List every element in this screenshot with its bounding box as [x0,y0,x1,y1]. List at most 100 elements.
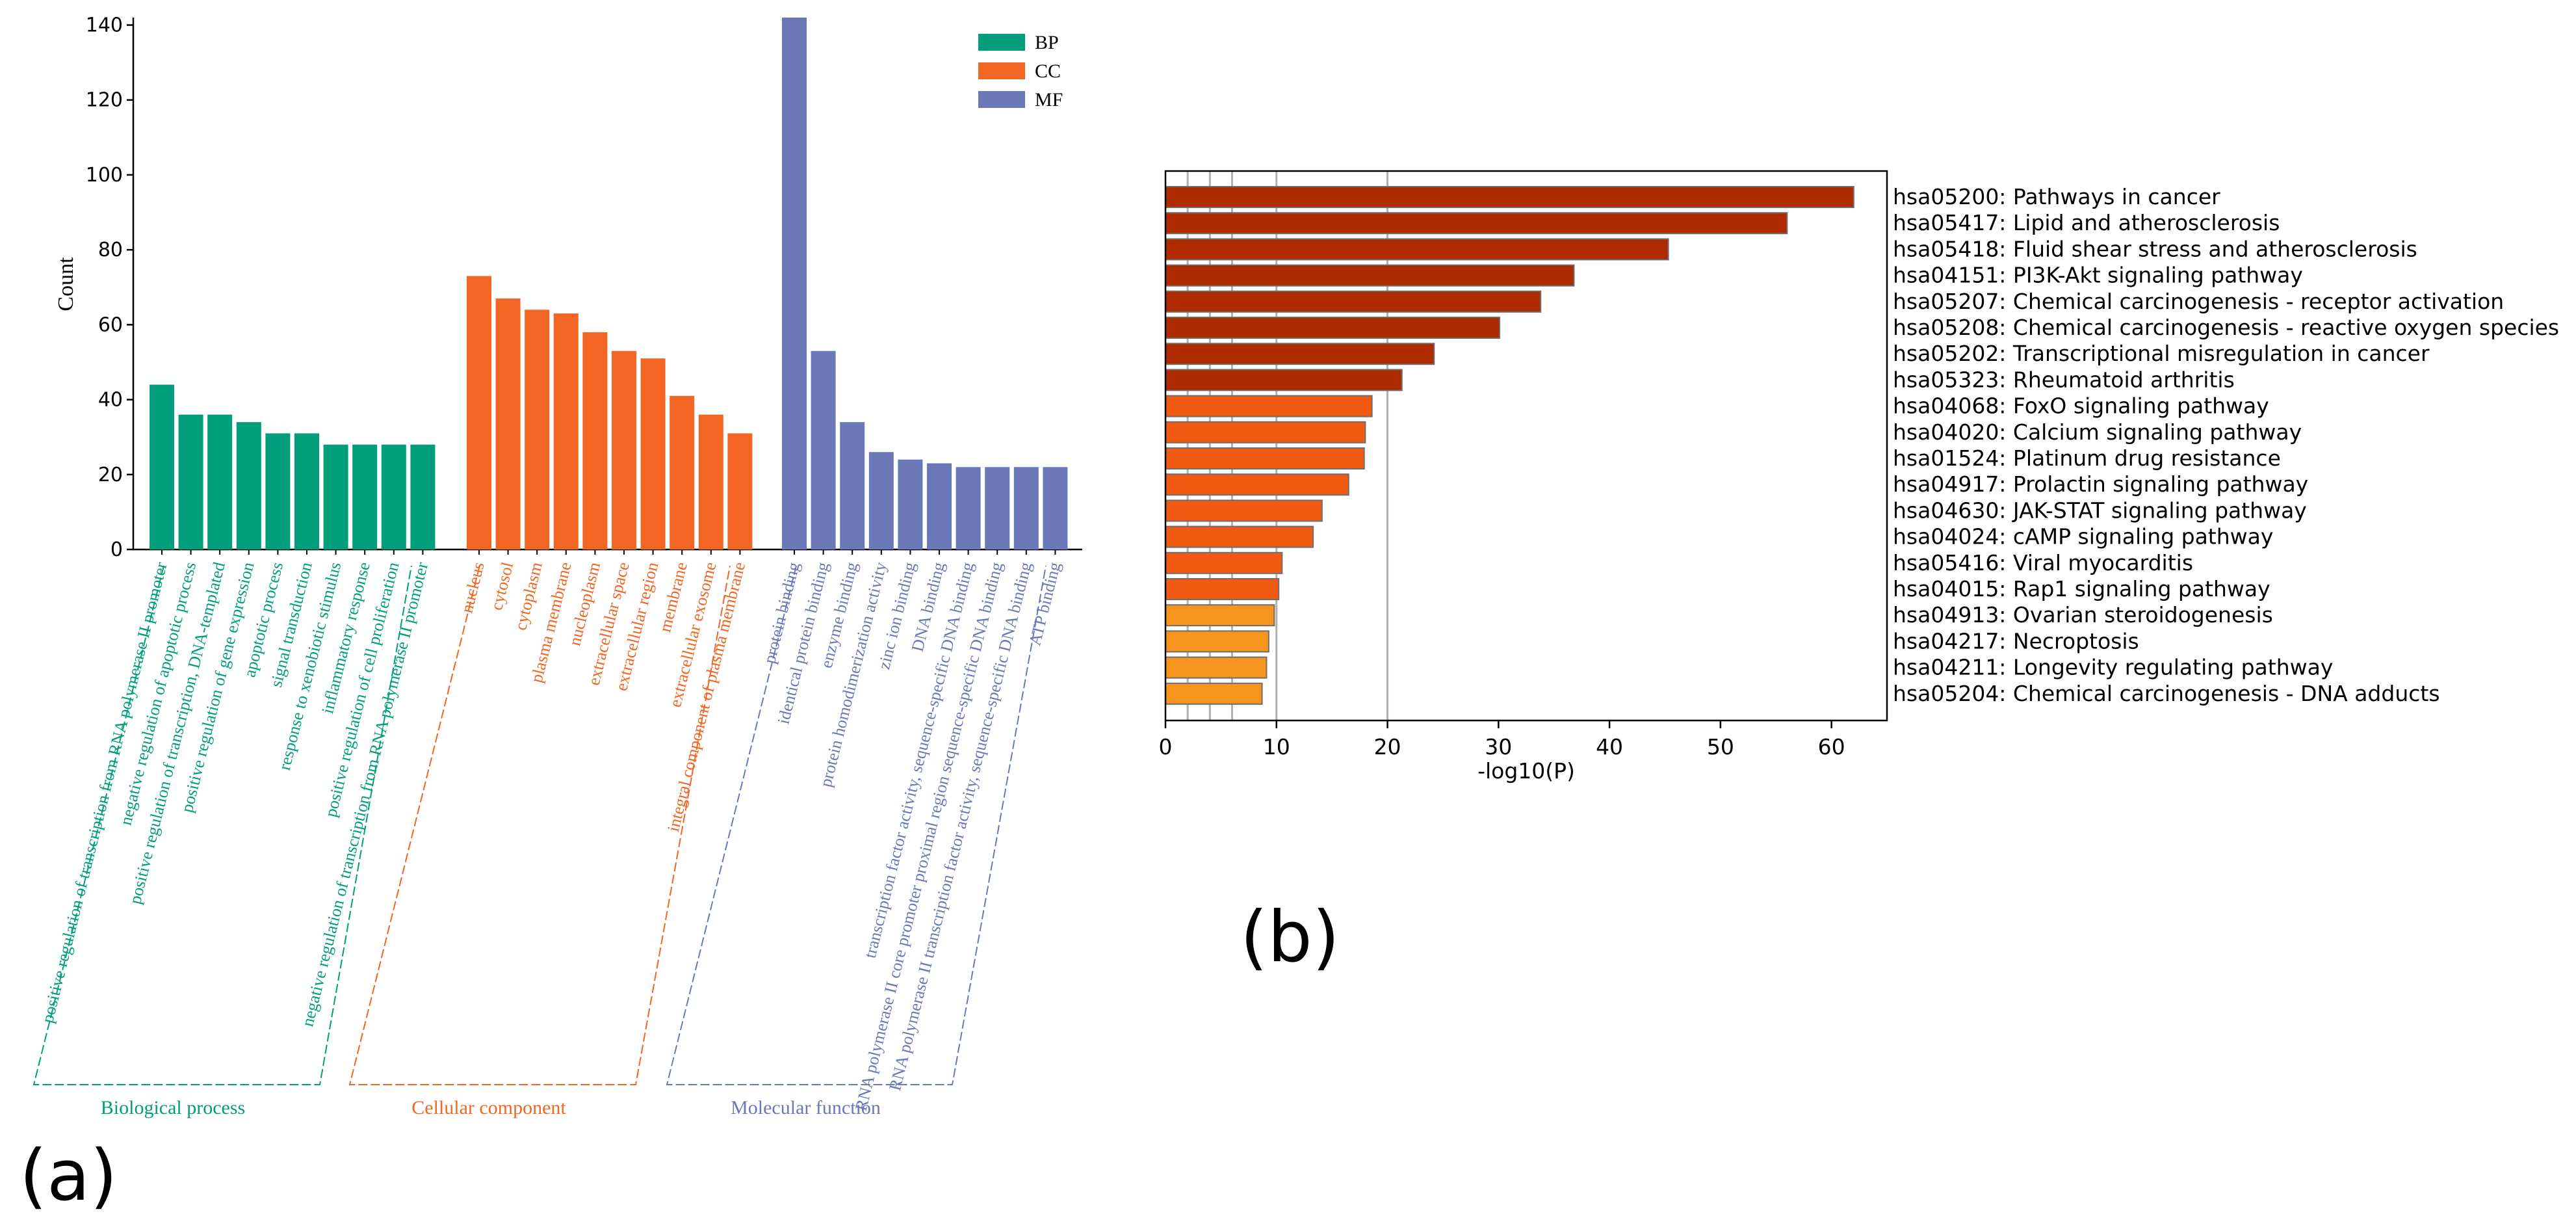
kegg-bar [1165,369,1403,391]
y-axis-label: Count [54,257,78,311]
kegg-bar [1165,395,1373,417]
bar-bp [265,433,291,549]
group-bracket [348,565,731,1085]
kegg-bar [1165,212,1788,235]
bar-cc [525,310,550,549]
panel-label-a: (a) [20,1135,117,1217]
kegg-term-label: hsa04630: JAK-STAT signaling pathway [1893,497,2307,523]
bar-cc [467,276,491,549]
kegg-bar [1165,525,1314,548]
bar-mf [898,459,923,549]
kegg-term-label: hsa04020: Calcium signaling pathway [1893,419,2302,445]
x-tick-label: 10 [1263,734,1290,760]
kegg-term-label: hsa05200: Pathways in cancer [1893,184,2220,209]
kegg-bar [1165,447,1365,469]
y-tick-label: 100 [86,164,123,187]
x-tick-label: 40 [1596,734,1623,760]
x-tick-label: 60 [1818,734,1845,760]
y-tick-label: 140 [86,14,123,37]
kegg-term-label: hsa05208: Chemical carcinogenesis - reac… [1893,315,2559,340]
bar-mf [1013,467,1039,549]
y-tick-label: 80 [98,239,123,261]
kegg-term-label: hsa04913: Ovarian steroidogenesis [1893,602,2273,628]
bar-mf [782,18,807,549]
plot-frame [1164,170,1888,722]
bar-mf [1043,467,1068,549]
kegg-bar [1165,578,1280,600]
bar-cc [582,332,608,549]
bar-cc [612,350,636,549]
kegg-term-label: hsa01524: Platinum drug resistance [1893,445,2281,471]
kegg-term-label: hsa04211: Longevity regulating pathway [1893,655,2333,680]
legend-label-mf: MF [1035,89,1063,111]
kegg-term-label: hsa04015: Rap1 signaling pathway [1893,576,2270,601]
y-tick-label: 60 [98,313,123,336]
kegg-term-label: hsa05418: Fluid shear stress and atheros… [1893,236,2417,261]
kegg-term-label: hsa05204: Chemical carcinogenesis - DNA … [1893,681,2440,706]
group-label: Cellular component [411,1097,566,1118]
kegg-term-label: hsa04217: Necroptosis [1893,628,2139,654]
kegg-term-label: hsa05323: Rheumatoid arthritis [1893,367,2235,392]
y-tick-label: 40 [98,389,123,412]
bar-cc [495,298,521,549]
bar-cc [727,433,753,549]
bar-bp [236,422,261,549]
bar-mf [868,452,894,549]
bar-cc [670,395,695,549]
kegg-term-label: hsa05416: Viral myocarditis [1893,550,2193,575]
bar-cc [553,313,579,549]
bar-bp [178,414,203,549]
bar-mf [840,422,865,549]
legend-swatch-bp [978,34,1025,51]
bar-cc [698,414,723,549]
group-bracket [33,565,412,1085]
bar-mf [927,463,952,549]
y-tick-label: 120 [86,89,123,112]
group-bracket [666,565,1047,1085]
kegg-term-label: hsa05417: Lipid and atherosclerosis [1893,210,2280,235]
kegg-term-label: hsa04917: Prolactin signaling pathway [1893,471,2308,497]
kegg-term-label: hsa04024: cAMP signaling pathway [1893,524,2273,549]
bar-bp [381,444,406,549]
group-label: Molecular function [731,1097,881,1118]
bar-mf [956,467,981,549]
legend-swatch-cc [978,62,1025,79]
legend-label-cc: CC [1035,60,1061,82]
x-tick-label: 0 [1159,734,1173,760]
bar-cc [640,358,666,549]
kegg-bar [1165,604,1275,627]
bar-bp [323,444,348,549]
y-tick-label: 0 [111,538,123,561]
bar-bp [352,444,378,549]
bar-bp [207,414,233,549]
x-tick-label: 20 [1374,734,1401,760]
x-tick-label: 50 [1707,734,1734,760]
legend-swatch-mf [978,91,1025,108]
kegg-bar [1165,499,1323,522]
kegg-bar [1165,343,1435,365]
kegg-bar [1165,473,1349,496]
bar-mf [985,467,1010,549]
panel-label-b: (b) [1240,897,1340,978]
x-tick-label: 30 [1485,734,1512,760]
bar-mf [811,350,836,549]
kegg-bar [1165,186,1854,208]
x-axis-label: -log10(P) [1477,758,1575,784]
kegg-bar [1165,682,1263,705]
kegg-bar [1165,630,1269,653]
kegg-term-label: hsa04068: FoxO signaling pathway [1893,393,2269,419]
kegg-bar [1165,238,1669,261]
kegg-term-label: hsa05207: Chemical carcinogenesis - rece… [1893,289,2504,314]
kegg-bar [1165,421,1366,443]
kegg-bar [1165,551,1283,574]
bar-bp [150,384,174,549]
bar-bp [294,433,319,549]
kegg-term-label: hsa05202: Transcriptional misregulation … [1893,341,2430,366]
y-tick-label: 20 [98,464,123,486]
group-label: Biological process [101,1097,245,1118]
bar-bp [410,444,436,549]
